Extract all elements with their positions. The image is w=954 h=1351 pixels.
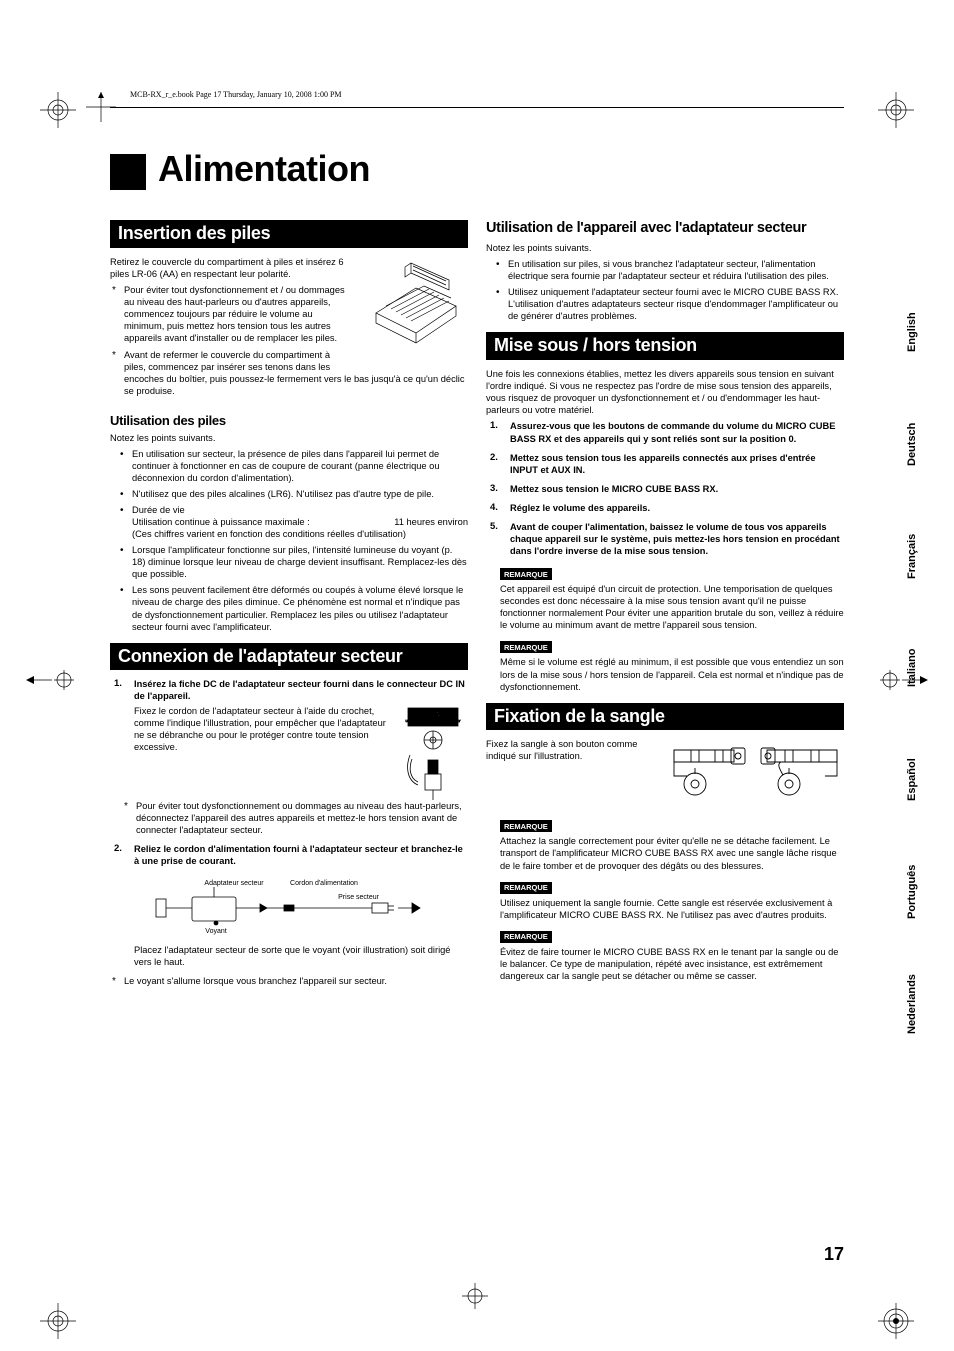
insertion-note-2: Avant de refermer le couvercle du compar… [124, 349, 468, 397]
util-adapt-bullet-2: Utilisez uniquement l'adaptateur secteur… [508, 286, 844, 322]
remarque-tag: REMARQUE [500, 568, 552, 580]
page-content: MCB-RX_r_e.book Page 17 Thursday, Januar… [110, 90, 844, 1261]
page-title: Alimentation [158, 148, 370, 190]
svg-text:Cordon d'alimentation: Cordon d'alimentation [290, 880, 358, 887]
right-column: Utilisation de l'appareil avec l'adaptat… [486, 220, 844, 992]
lang-tab-francais: Français [906, 524, 918, 588]
lang-tab-espanol: Español [906, 748, 918, 812]
adapter-star-inner: Pour éviter tout dysfonctionnement ou do… [136, 800, 468, 836]
power-remark-2: Même si le volume est réglé au minimum, … [486, 656, 844, 692]
strap-remark-1: Attachez la sangle correctement pour évi… [486, 835, 844, 871]
strap-remark-2: Utilisez uniquement la sangle fournie. C… [486, 897, 844, 921]
power-step-1: Assurez-vous que les boutons de commande… [510, 420, 844, 444]
insertion-note-1: Pour éviter tout dysfonctionnement et / … [124, 284, 468, 344]
power-intro: Une fois les connexions établies, mettez… [486, 368, 844, 416]
svg-text:DC IN: DC IN [426, 712, 440, 718]
remarque-tag: REMARQUE [500, 882, 552, 894]
remarque-tag: REMARQUE [500, 931, 552, 943]
util-bullet-4: Lorsque l'amplificateur fonctionne sur p… [132, 544, 468, 580]
strap-remark-3: Évitez de faire tourner le MICRO CUBE BA… [486, 946, 844, 982]
lang-tab-english: English [906, 300, 918, 364]
title-row: Alimentation [110, 148, 844, 190]
crop-mark-tr [878, 92, 914, 128]
title-square-icon [110, 154, 146, 190]
section-mise-tension: Mise sous / hors tension [486, 332, 844, 360]
util-adapt-bullet-1: En utilisation sur piles, si vous branch… [508, 258, 844, 282]
crop-mark-bl [40, 1303, 76, 1339]
utilisation-intro: Notez les points suivants. [110, 432, 468, 444]
adapter-step-1: Insérez la fiche DC de l'adaptateur sect… [134, 678, 468, 835]
crop-mark-tl [40, 92, 76, 128]
adapter-step-2: Reliez le cordon d'alimentation fourni à… [134, 843, 468, 968]
power-step-4: Réglez le volume des appareils. [510, 502, 844, 514]
svg-text:Prise secteur: Prise secteur [338, 894, 380, 901]
power-remark-1: Cet appareil est équipé d'un circuit de … [486, 583, 844, 631]
lang-tab-italiano: Italiano [906, 636, 918, 700]
power-step-2: Mettez sous tension tous les appareils c… [510, 452, 844, 476]
crop-mark-br [878, 1303, 914, 1339]
dc-in-illustration: DC IN USE ROLAND PSB-1U ADAPTOR ONLY [398, 705, 468, 800]
book-header: MCB-RX_r_e.book Page 17 Thursday, Januar… [130, 90, 844, 99]
remarque-tag: REMARQUE [500, 641, 552, 653]
strap-illustration [669, 738, 844, 808]
section-insertion-piles: Insertion des piles [110, 220, 468, 248]
util-bullet-1: En utilisation sur secteur, la présence … [132, 448, 468, 484]
remarque-tag: REMARQUE [500, 820, 552, 832]
svg-text:Adaptateur secteur: Adaptateur secteur [204, 880, 264, 887]
util-bullet-3: Durée de vie Utilisation continue à puis… [132, 504, 468, 540]
subhead-utilisation-piles: Utilisation des piles [110, 413, 468, 428]
lang-tab-portugues: Português [906, 860, 918, 924]
section-connexion-adaptateur: Connexion de l'adaptateur secteur [110, 643, 468, 671]
svg-text:Voyant: Voyant [205, 928, 226, 935]
adapter-star-end: Le voyant s'allume lorsque vous branchez… [124, 975, 468, 987]
adapter-diagram: Adaptateur secteur Voyant Cordon d'alime… [154, 875, 468, 938]
left-column: Insertion des piles Retirez [110, 220, 468, 992]
power-step-3: Mettez sous tension le MICRO CUBE BASS R… [510, 483, 844, 495]
power-step-5: Avant de couper l'alimentation, baissez … [510, 521, 844, 557]
header-rule [110, 107, 844, 108]
util-adapt-intro: Notez les points suivants. [486, 242, 844, 254]
subhead-utilisation-adaptateur: Utilisation de l'appareil avec l'adaptat… [486, 220, 844, 236]
util-bullet-2: N'utilisez que des piles alcalines (LR6)… [132, 488, 468, 500]
lang-tab-deutsch: Deutsch [906, 412, 918, 476]
crop-mark-ml [26, 670, 74, 690]
svg-text:USE ROLAND PSB-1U ADAPTOR ONLY: USE ROLAND PSB-1U ADAPTOR ONLY [405, 719, 460, 723]
crop-arrow-b [460, 1281, 490, 1311]
util-bullet-5: Les sons peuvent facilement être déformé… [132, 584, 468, 632]
section-fixation-sangle: Fixation de la sangle [486, 703, 844, 731]
language-tabs: English Deutsch Français Italiano Españo… [906, 300, 918, 1036]
lang-tab-nederlands: Nederlands [906, 972, 918, 1036]
crop-mark-mr [880, 670, 928, 690]
page-number: 17 [824, 1244, 844, 1265]
